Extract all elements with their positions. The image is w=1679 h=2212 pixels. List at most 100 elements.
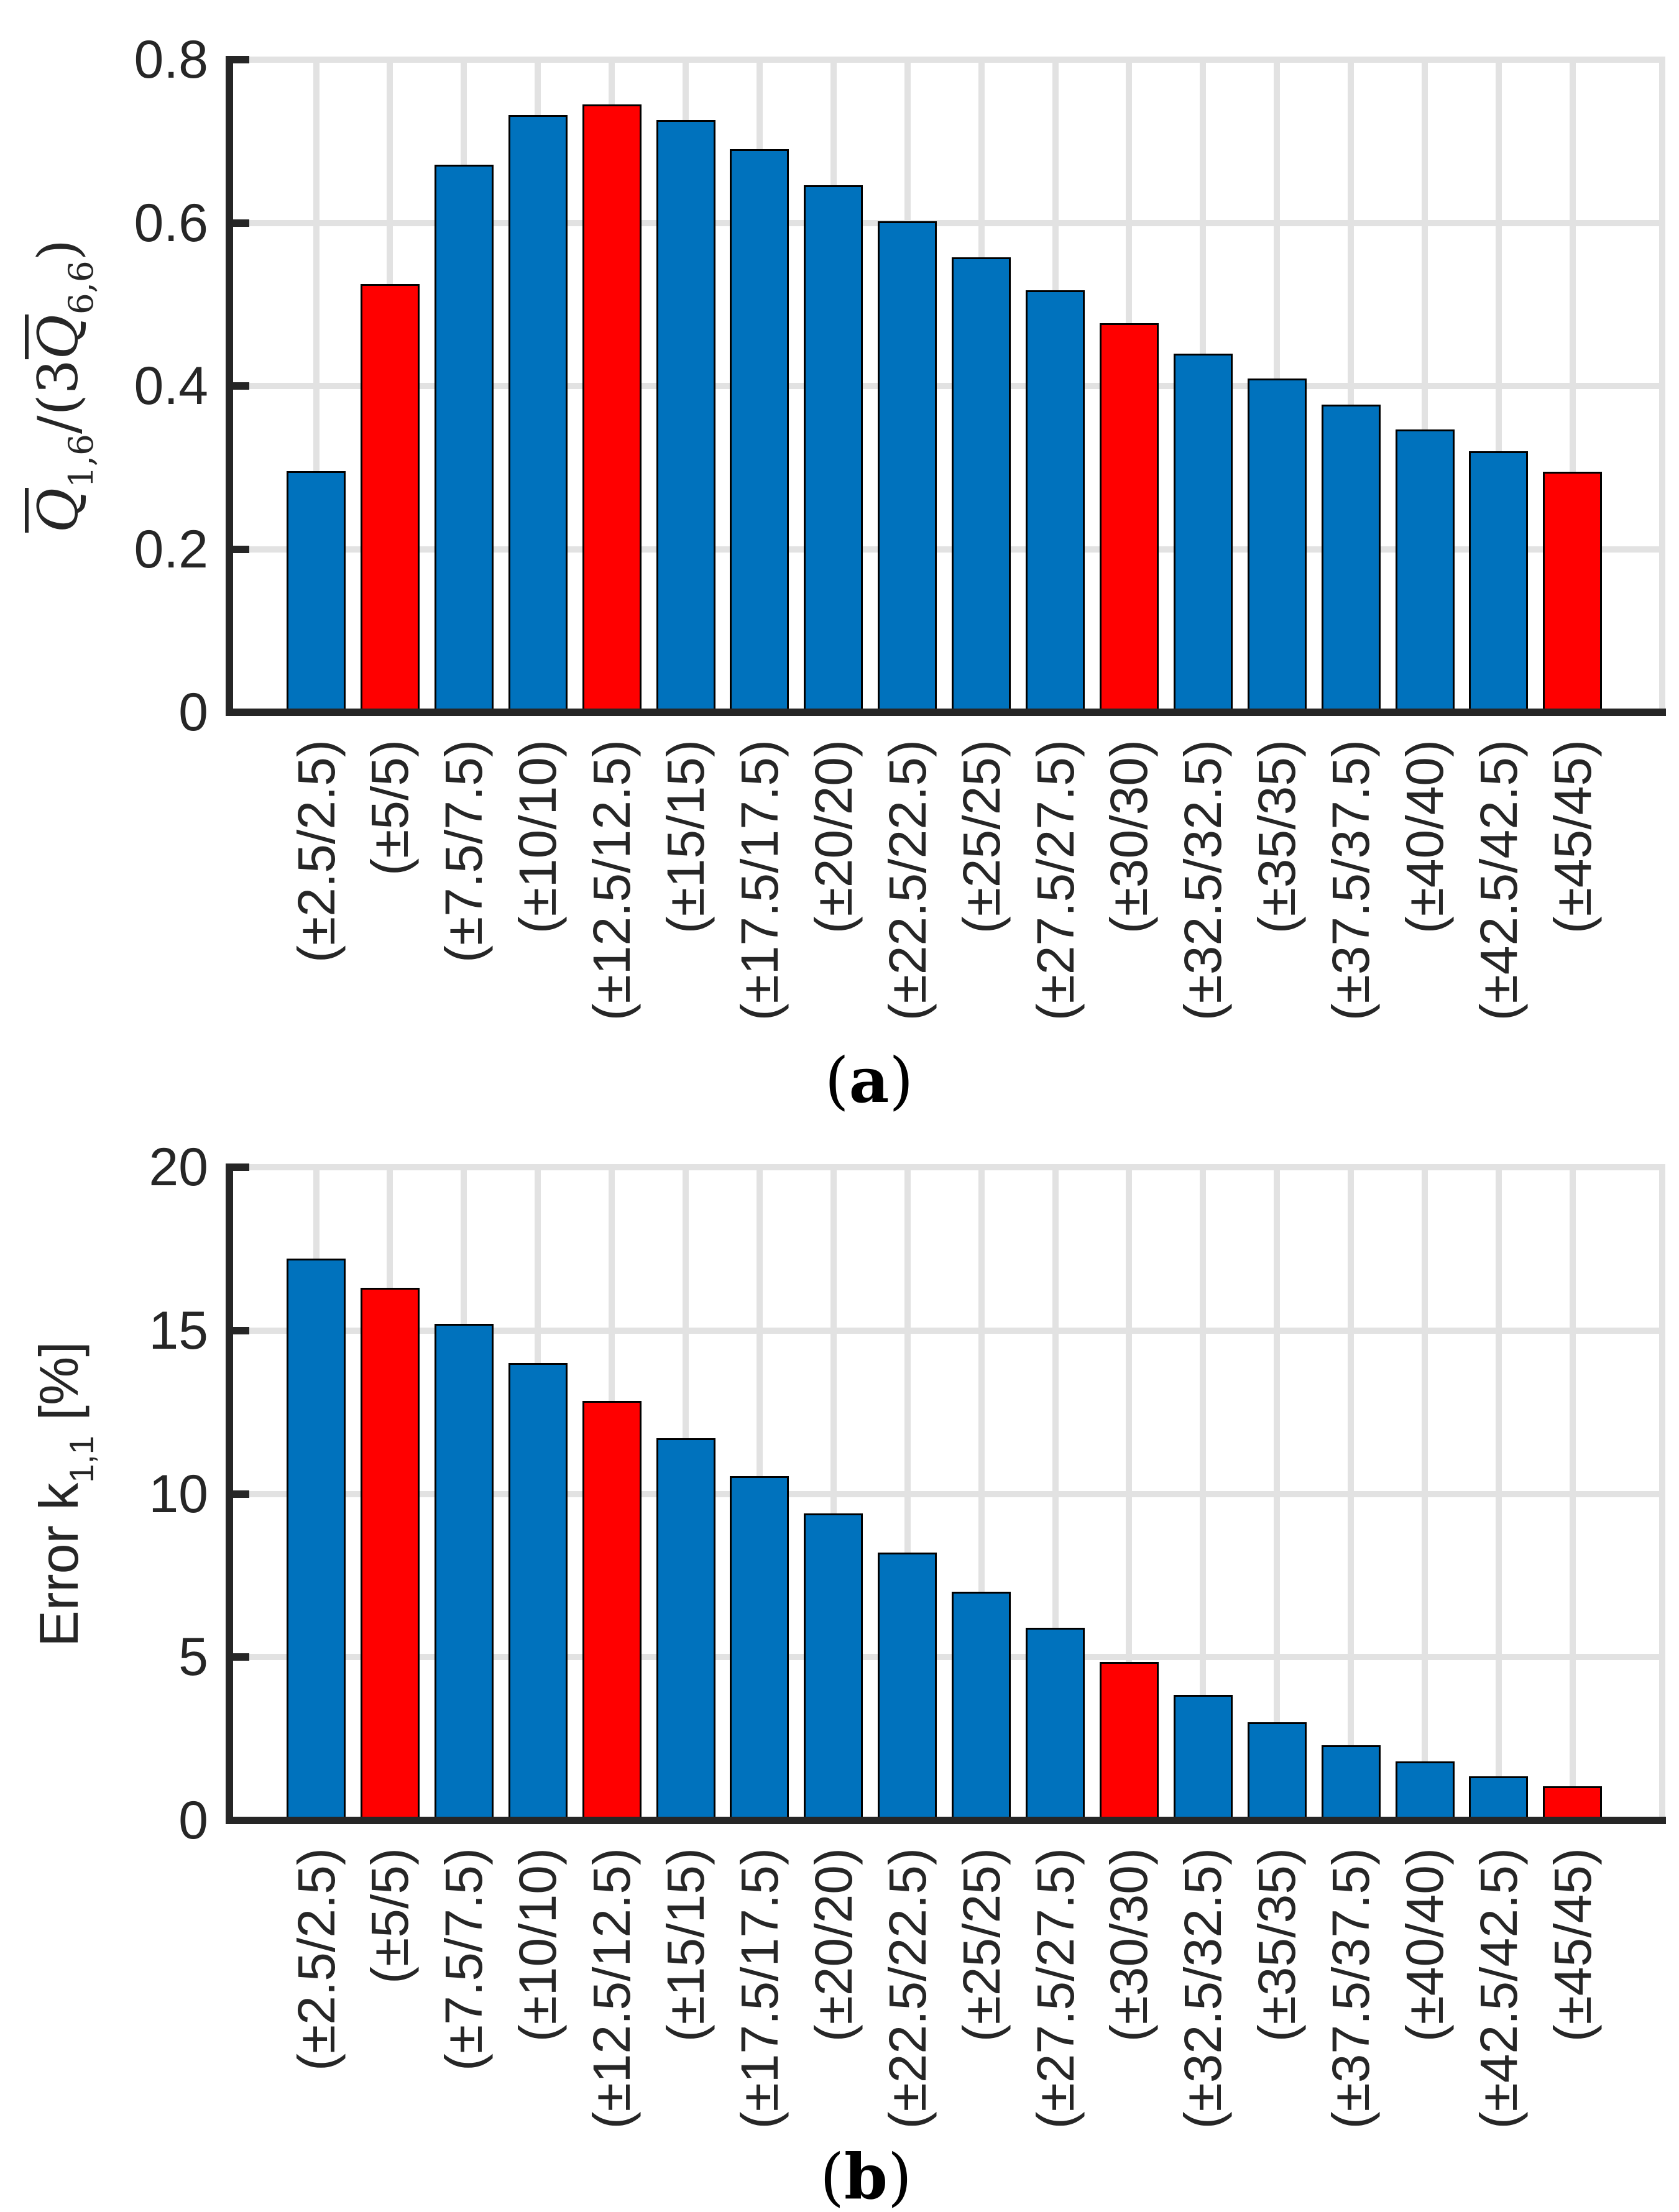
gridline-vertical [1274, 1164, 1280, 1824]
gridline-vertical [1422, 57, 1428, 715]
x-tick-label: (±7.5/7.5) [435, 1848, 493, 2071]
x-tick-label: (±32.5/32.5) [1174, 1848, 1232, 2129]
bar-a-15 [1322, 405, 1381, 715]
bar-a-3 [435, 165, 494, 715]
x-tick-label: (±35/35) [1248, 740, 1306, 934]
gridline-vertical [1052, 1164, 1059, 1824]
x-tick-label: (±20/20) [804, 1848, 863, 2042]
x-axis-line [226, 1817, 1666, 1824]
x-tick-label: (±17.5/17.5) [730, 1848, 789, 2129]
x-tick-label: (±5/5) [361, 740, 419, 876]
gridline-horizontal [229, 220, 1665, 226]
x-tick-label: (±2.5/2.5) [287, 740, 346, 963]
x-tick-label: (±30/30) [1100, 740, 1158, 934]
bar-b-5 [582, 1401, 642, 1824]
bar-a-5 [582, 104, 642, 715]
caption-a: (a) [745, 1044, 993, 1117]
bar-b-4 [508, 1363, 568, 1824]
y-axis-label-b: Error k1,1 [%] [27, 997, 101, 1991]
x-tick-label: (±45/45) [1543, 740, 1602, 934]
y-axis-label-part: 1,1 [62, 1435, 101, 1483]
bar-b-13 [1174, 1695, 1233, 1824]
y-tick-label: 10 [149, 1464, 208, 1524]
x-tick-label: (±7.5/7.5) [435, 740, 493, 963]
gridline-vertical [1570, 1164, 1576, 1824]
y-tick-mark [233, 1163, 249, 1171]
bar-a-9 [878, 221, 937, 715]
y-tick-mark [233, 219, 249, 227]
gridline-horizontal [229, 1491, 1665, 1497]
gridline-horizontal [229, 1654, 1665, 1660]
y-tick-label: 0.2 [134, 520, 208, 579]
x-tick-label: (±37.5/37.5) [1322, 1848, 1380, 2129]
gridline-vertical [1126, 1164, 1132, 1824]
y-tick-label: 0 [178, 682, 208, 742]
x-tick-label: (±35/35) [1248, 1848, 1306, 2042]
bar-b-3 [435, 1324, 494, 1824]
x-tick-label: (±15/15) [656, 740, 715, 934]
gridline-horizontal [229, 1328, 1665, 1334]
caption-b: (b) [742, 2142, 990, 2211]
y-axis-label-part: /(3 [26, 359, 90, 434]
bar-a-16 [1396, 429, 1455, 715]
bar-b-7 [730, 1476, 789, 1824]
x-tick-label: (±22.5/22.5) [878, 1848, 937, 2129]
gridline-vertical [1570, 57, 1576, 715]
bar-a-4 [508, 115, 568, 715]
x-tick-label: (±15/15) [656, 1848, 715, 2042]
gridline-vertical [830, 1164, 837, 1824]
bar-a-7 [730, 149, 789, 715]
bar-b-6 [656, 1438, 715, 1824]
bar-b-10 [952, 1592, 1011, 1824]
y-tick-mark [233, 1327, 249, 1334]
x-tick-label: (±22.5/22.5) [878, 740, 937, 1021]
y-tick-label: 15 [149, 1301, 208, 1361]
gridline-horizontal [229, 383, 1665, 389]
x-tick-label: (±40/40) [1396, 1848, 1454, 2042]
y-tick-label: 20 [149, 1137, 208, 1197]
caption-close: ) [887, 2141, 912, 2212]
x-tick-label: (±27.5/27.5) [1026, 740, 1085, 1021]
y-axis-label-part: Error k [28, 1482, 90, 1647]
y-axis-label-part: ) [26, 239, 90, 261]
caption-close: ) [889, 1044, 914, 1117]
bar-a-10 [952, 257, 1011, 715]
gridline-vertical [1348, 57, 1354, 715]
bar-a-11 [1026, 290, 1085, 715]
y-tick-mark [233, 546, 249, 553]
gridline-horizontal [229, 546, 1665, 553]
gridline-vertical [1348, 1164, 1354, 1824]
x-tick-label: (±5/5) [361, 1848, 419, 1984]
gridline-horizontal [229, 57, 1665, 63]
bar-a-14 [1248, 379, 1307, 715]
x-tick-label: (±12.5/12.5) [582, 1848, 641, 2129]
x-tick-label: (±45/45) [1543, 1848, 1602, 2042]
y-axis-label-part: [%] [28, 1341, 90, 1436]
x-tick-label: (±30/30) [1100, 1848, 1158, 2042]
bar-b-8 [804, 1513, 863, 1824]
y-tick-mark [233, 1653, 249, 1661]
bar-a-2 [361, 284, 420, 715]
x-tick-label: (±42.5/42.5) [1470, 1848, 1528, 2129]
y-tick-mark [233, 56, 249, 63]
y-axis-line [226, 1163, 233, 1824]
x-tick-label: (±25/25) [952, 1848, 1011, 2042]
gridline-vertical [978, 1164, 985, 1824]
x-tick-label: (±10/10) [508, 740, 567, 934]
y-tick-mark [233, 1490, 249, 1498]
gridline-vertical [1659, 57, 1665, 715]
gridline-vertical [1200, 1164, 1206, 1824]
y-tick-label: 0.8 [134, 30, 208, 89]
gridline-horizontal [229, 1164, 1665, 1170]
x-tick-label: (±17.5/17.5) [730, 740, 789, 1021]
bar-b-2 [361, 1288, 420, 1824]
bar-a-8 [804, 185, 863, 715]
x-tick-label: (±12.5/12.5) [582, 740, 641, 1021]
y-axis-line [226, 56, 233, 716]
bar-b-9 [878, 1553, 937, 1824]
bar-a-13 [1174, 354, 1233, 716]
y-axis-label-part: Q [25, 487, 90, 533]
caption-open: ( [824, 1044, 849, 1117]
y-tick-mark [233, 382, 249, 390]
